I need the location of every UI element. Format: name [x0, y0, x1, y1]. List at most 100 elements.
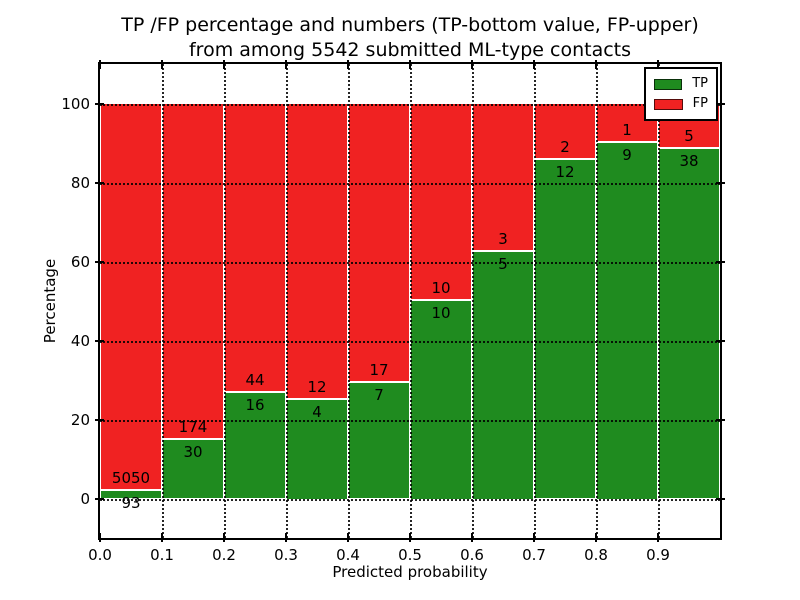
x-tickmark-top [657, 60, 659, 69]
x-tickmark-top [471, 60, 473, 69]
x-tickmark-bottom [471, 533, 473, 542]
bar-fp-segment [224, 103, 286, 394]
y-tick-label: 20 [70, 410, 90, 429]
x-tickmark-top [285, 60, 287, 69]
x-tick-label: 0.0 [88, 546, 112, 564]
bar-fp-segment [100, 103, 162, 492]
annotation-tp-count: 30 [183, 443, 203, 462]
chart-title-line1: TP /FP percentage and numbers (TP-bottom… [121, 14, 699, 36]
bar-fp-segment [534, 103, 596, 160]
gridline-vertical [472, 64, 474, 538]
x-tickmark-bottom [161, 533, 163, 542]
annotation-tp-count: 12 [555, 162, 575, 181]
legend-row-fp: FP [654, 94, 708, 114]
annotation-tp-count: 38 [679, 152, 699, 171]
annotation-fp-count: 174 [178, 418, 208, 437]
bar-tp-segment [596, 143, 658, 499]
y-tickmark-right [716, 339, 725, 342]
x-tickmark-bottom [223, 533, 225, 542]
y-tickmark-right [716, 418, 725, 421]
x-tick-label: 0.4 [336, 546, 360, 564]
bar-tp-segment [658, 149, 720, 499]
bar-tp-segment [534, 159, 596, 499]
gridline-vertical [348, 64, 350, 538]
annotation-fp-count: 1 [622, 121, 632, 139]
y-tickmark-right [716, 181, 725, 184]
y-tickmark-left [95, 497, 104, 500]
x-tickmark-top [161, 60, 163, 69]
x-axis-label: Predicted probability [332, 563, 488, 581]
x-tickmark-bottom [533, 533, 535, 542]
annotation-fp-count: 44 [245, 371, 265, 390]
bar-tp-segment [410, 301, 472, 499]
plot-area: 5050 93 174 30 44 16 12 4 17 7 10 10 3 5 2 12 1 9 5 38 [100, 64, 720, 538]
annotation-fp-count: 5050 [111, 469, 151, 488]
y-tick-label: 0 [80, 489, 90, 508]
x-tickmark-top [223, 60, 225, 69]
legend-label-fp: FP [692, 96, 708, 111]
y-tickmark-left [95, 418, 104, 421]
y-tickmark-left [95, 102, 104, 105]
annotation-tp-count: 93 [121, 494, 141, 513]
gridline-vertical [224, 64, 226, 538]
annotation-tp-count: 10 [431, 304, 451, 322]
gridline-vertical [410, 64, 412, 538]
y-tickmark-left [95, 260, 104, 263]
x-tickmark-bottom [595, 533, 597, 542]
y-axis-label: Percentage [41, 258, 59, 344]
x-tickmark-top [99, 60, 101, 69]
x-tick-label: 0.5 [398, 546, 422, 564]
x-tickmark-bottom [657, 533, 659, 542]
legend-swatch-tp-icon [654, 78, 683, 90]
annotation-fp-count: 5 [684, 127, 694, 146]
bar-fp-segment [410, 103, 472, 301]
gridline-vertical [596, 64, 598, 538]
chart-title-line2: from among 5542 submitted ML-type contac… [188, 39, 632, 61]
legend-row-tp: TP [654, 74, 708, 94]
x-tick-label: 0.1 [150, 546, 174, 564]
y-tickmark-right [716, 497, 725, 500]
x-tick-label: 0.6 [460, 546, 484, 564]
annotation-tp-count: 16 [245, 396, 265, 415]
y-tickmark-left [95, 181, 104, 184]
x-tickmark-top [533, 60, 535, 69]
annotation-tp-count: 9 [622, 146, 632, 164]
annotation-fp-count: 12 [307, 377, 327, 396]
x-tickmark-bottom [285, 533, 287, 542]
chart-title: TP /FP percentage and numbers (TP-bottom… [100, 13, 720, 63]
y-tickmark-right [716, 260, 725, 263]
gridline-vertical [286, 64, 288, 538]
x-tickmark-bottom [347, 533, 349, 542]
annotation-fp-count: 2 [560, 137, 570, 156]
x-tick-label: 0.8 [584, 546, 608, 564]
y-tick-label: 40 [70, 331, 90, 350]
x-tick-label: 0.3 [274, 546, 298, 564]
legend-label-tp: TP [692, 76, 708, 91]
x-tick-label: 0.9 [646, 546, 670, 564]
legend: TP FP [644, 67, 718, 121]
legend-swatch-fp-icon [654, 98, 683, 110]
x-tick-label: 0.2 [212, 546, 236, 564]
x-tickmark-top [595, 60, 597, 69]
annotation-fp-count: 17 [369, 361, 389, 380]
annotation-tp-count: 7 [374, 386, 384, 405]
annotation-fp-count: 10 [431, 279, 451, 297]
gridline-vertical [658, 64, 660, 538]
bar-tp-segment [472, 251, 534, 499]
y-tick-label: 60 [70, 252, 90, 271]
y-tick-label: 80 [70, 173, 90, 192]
bar-fp-segment [162, 103, 224, 441]
annotation-tp-count: 5 [498, 254, 508, 273]
x-tickmark-bottom [99, 533, 101, 542]
x-tickmark-top [347, 60, 349, 69]
x-tickmark-bottom [409, 533, 411, 542]
y-tick-label: 100 [61, 94, 90, 113]
annotation-tp-count: 4 [312, 402, 322, 421]
gridline-vertical [162, 64, 164, 538]
gridline-vertical [534, 64, 536, 538]
x-tickmark-top [409, 60, 411, 69]
annotation-fp-count: 3 [498, 229, 508, 248]
bar-tp-segment [348, 383, 410, 499]
y-tickmark-left [95, 339, 104, 342]
